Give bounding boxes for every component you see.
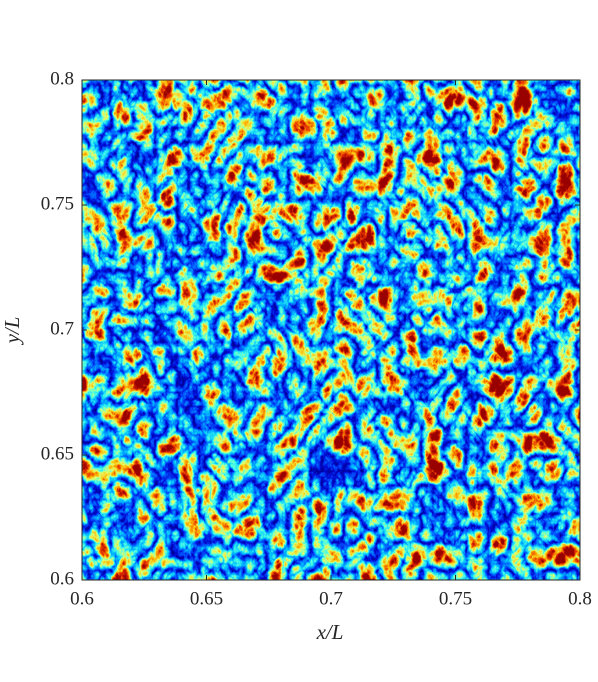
x-tick-label: 0.65 [190,588,223,609]
x-tick-label: 0.7 [319,588,343,609]
y-tick-label: 0.75 [41,193,74,214]
y-tick-label: 0.6 [50,568,74,589]
x-tick-label: 0.8 [568,588,592,609]
x-tick-label: 0.6 [70,588,94,609]
y-tick-label: 0.65 [41,443,74,464]
y-axis-label: y/L [0,317,24,346]
x-axis-label: x/L [316,620,344,644]
y-tick-label: 0.7 [50,318,74,339]
y-tick-label: 0.8 [50,68,74,89]
x-tick-label: 0.75 [439,588,472,609]
field-image [82,80,580,580]
